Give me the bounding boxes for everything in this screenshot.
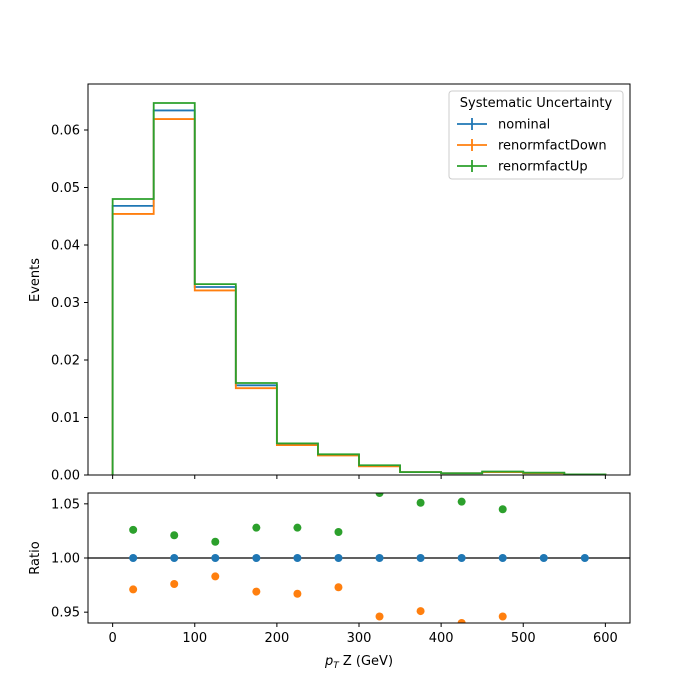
ratio-x-tick-label: 200 (264, 631, 289, 646)
ratio-point-renormfactUp (293, 523, 302, 532)
ratio-point-nominal (211, 554, 220, 562)
events-y-tick-label: 0.00 (51, 469, 80, 484)
ratio-x-tick-label: 600 (593, 631, 618, 646)
ratio-x-ticks: 0 100 200 300 400 500 600 (108, 623, 618, 646)
legend-label: renormfactUp (498, 160, 588, 175)
ratio-x-tick-label: 300 (347, 631, 372, 646)
ratio-x-tick-label: 0 (108, 631, 116, 646)
ratio-point-nominal (498, 554, 507, 562)
ratio-point-renormfactDown (211, 572, 220, 581)
ratio-point-renormfactDown (293, 589, 302, 598)
events-plot-area (111, 102, 607, 475)
ratio-point-nominal (252, 554, 261, 562)
ratio-point-renormfactUp (375, 493, 384, 497)
events-y-tick-label: 0.05 (51, 181, 80, 196)
legend: Systematic Uncertainty nominal renormfact… (448, 90, 624, 180)
ratio-point-renormfactDown (129, 585, 138, 594)
ratio-point-nominal (416, 554, 425, 562)
ratio-x-tick-label: 100 (182, 631, 207, 646)
ratio-y-tick-label: 1.00 (51, 552, 80, 567)
ratio-point-nominal (539, 554, 548, 562)
legend-title: Systematic Uncertainty (460, 96, 613, 111)
events-y-tick-label: 0.02 (51, 354, 80, 369)
events-panel: 0.00 0.01 0.02 0.03 0.04 0.05 0.06 Events Syst… (28, 83, 631, 484)
legend-entries: nominal renormfactDown renormfactUp (457, 118, 607, 175)
legend-entry-nominal: nominal (457, 118, 550, 133)
ratio-point-renormfactUp (334, 528, 343, 536)
events-y-tick-label: 0.01 (51, 411, 80, 426)
events-x-ticks (112, 475, 606, 479)
ratio-point-nominal (293, 554, 302, 562)
ratio-plot-area (88, 493, 630, 623)
ratio-point-renormfactDown (170, 580, 179, 588)
ratio-point-renormfactUp (498, 505, 507, 514)
ratio-point-nominal (580, 554, 589, 562)
ratio-point-renormfactDown (252, 587, 261, 596)
ratio-y-tick-label: 1.05 (51, 497, 80, 512)
ratio-point-nominal (457, 554, 466, 562)
ratio-point-renormfactUp (170, 531, 179, 540)
ratio-point-renormfactDown (457, 619, 466, 623)
ratio-point-renormfactDown (416, 607, 425, 616)
ratio-point-renormfactDown (375, 612, 384, 621)
legend-label: nominal (498, 118, 550, 133)
histogram-line-renormfactUp (111, 102, 607, 475)
ratio-panel: 0 100 200 300 400 500 600 0.95 1.00 1.05 Ratio p… (28, 492, 631, 671)
ratio-point-nominal (129, 554, 138, 562)
events-y-tick-label: 0.06 (51, 124, 80, 139)
ratio-y-tick-label: 0.95 (51, 606, 80, 621)
events-y-ticks: 0.00 0.01 0.02 0.03 0.04 0.05 0.06 (51, 124, 88, 484)
ratio-point-nominal (170, 554, 179, 562)
ratio-point-renormfactDown (334, 583, 343, 592)
legend-entry-renormfactDown: renormfactDown (457, 139, 607, 154)
events-y-tick-label: 0.03 (51, 296, 80, 311)
events-y-axis-label: Events (28, 258, 43, 302)
ratio-y-axis-label: Ratio (28, 541, 43, 574)
ratio-x-tick-label: 400 (429, 631, 454, 646)
ratio-y-ticks: 0.95 1.00 1.05 (51, 497, 88, 621)
legend-label: renormfactDown (498, 139, 607, 154)
ratio-x-tick-label: 500 (511, 631, 536, 646)
ratio-point-nominal (375, 554, 384, 562)
ratio-point-renormfactUp (457, 497, 466, 506)
ratio-point-renormfactUp (416, 498, 425, 507)
x-axis-label: pT Z (GeV) (324, 654, 393, 671)
ratio-point-renormfactDown (498, 612, 507, 621)
ratio-point-renormfactUp (211, 537, 220, 546)
ratio-point-renormfactUp (252, 523, 261, 532)
events-y-tick-label: 0.04 (51, 239, 80, 254)
legend-box (448, 90, 624, 180)
legend-entry-renormfactUp: renormfactUp (457, 160, 588, 175)
ratio-point-nominal (334, 554, 343, 562)
ratio-point-renormfactUp (129, 525, 138, 534)
